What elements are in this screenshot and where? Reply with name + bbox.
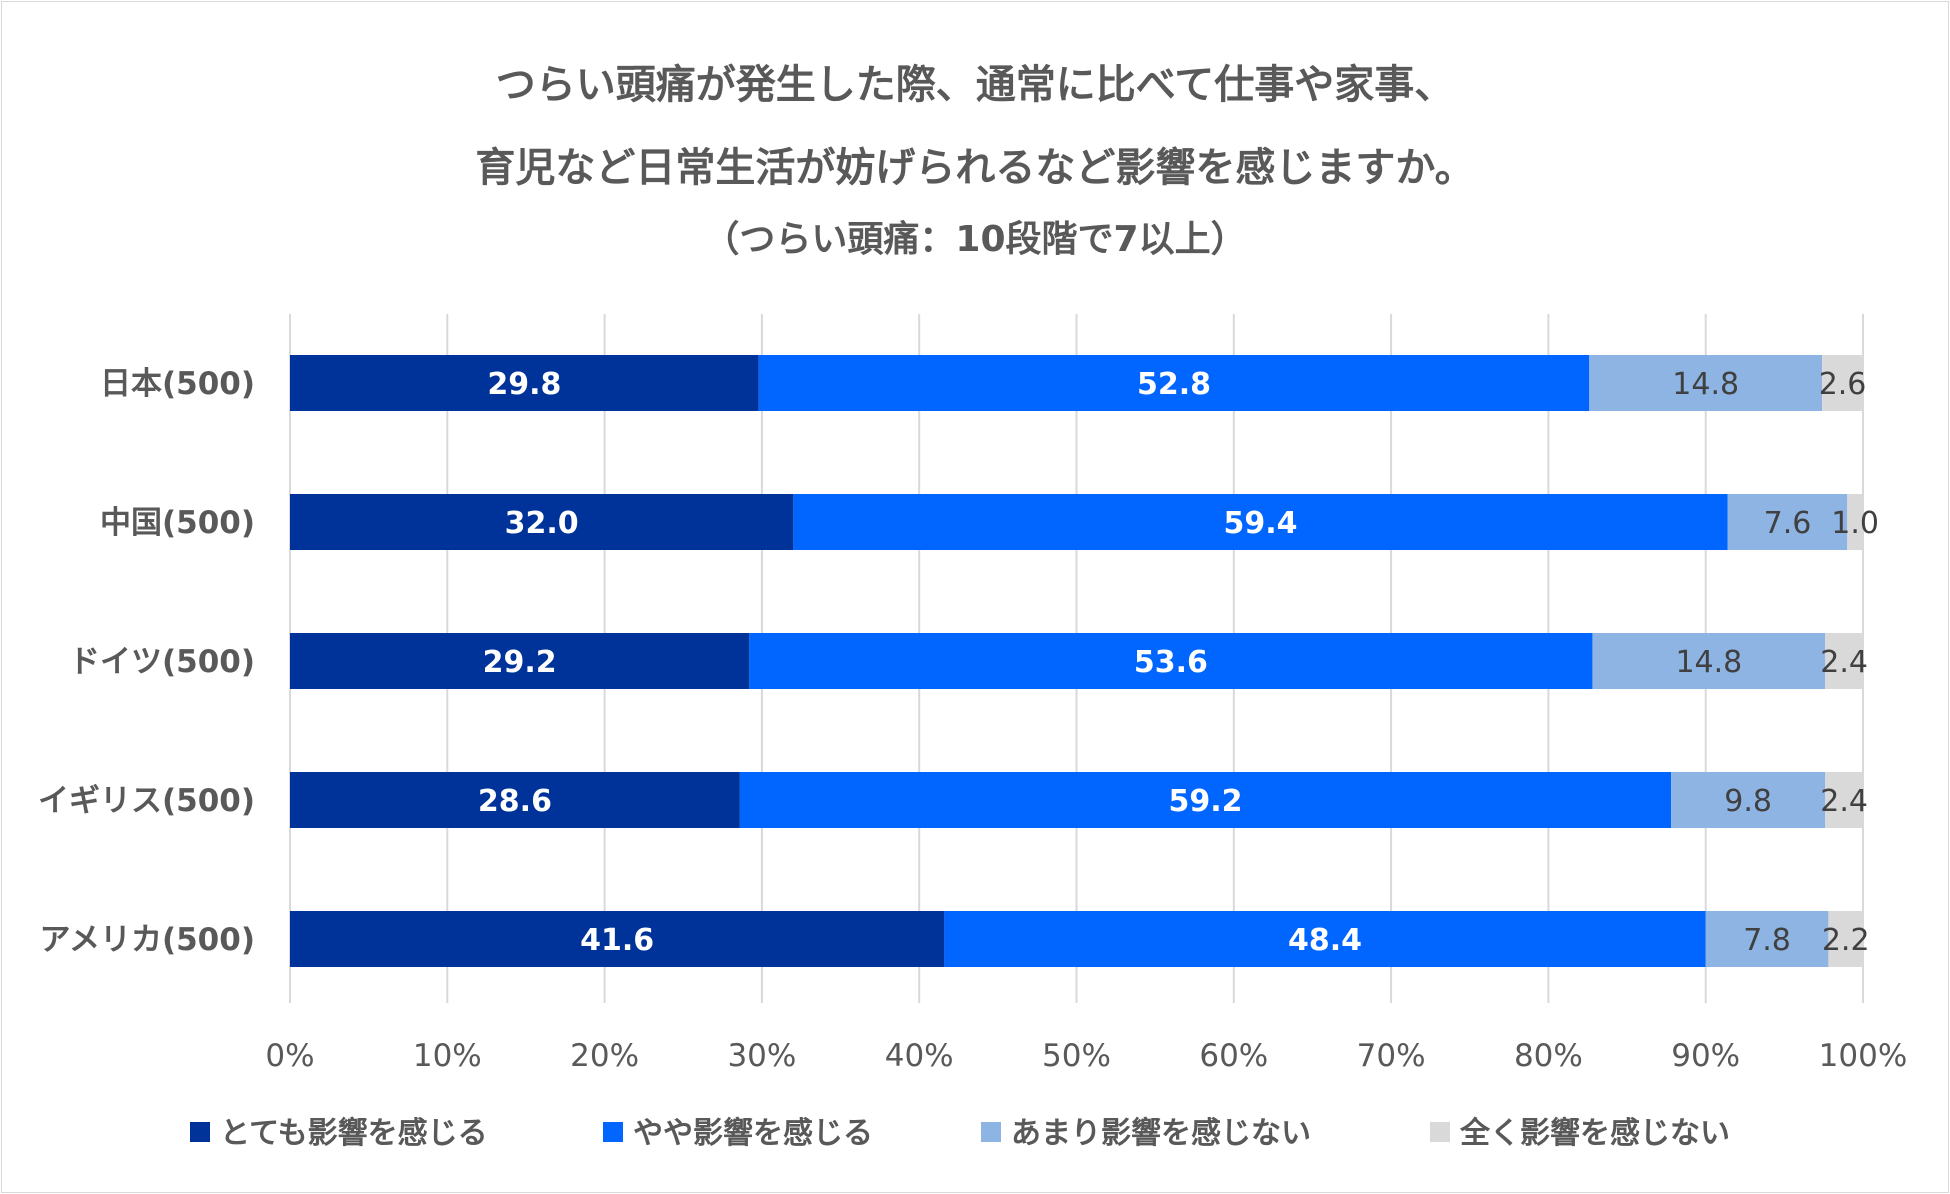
bar-segment	[290, 633, 750, 689]
x-tick-label: 30%	[727, 1038, 796, 1074]
category-label: ドイツ(500)	[69, 644, 255, 680]
bar-segment	[1822, 355, 1863, 411]
x-tick-label: 20%	[570, 1038, 639, 1074]
data-label: 9.8	[1724, 784, 1772, 819]
data-label: 29.8	[487, 367, 561, 402]
bar-segment	[1847, 494, 1863, 550]
legend-swatch	[1430, 1122, 1450, 1142]
bar-segment	[758, 355, 1590, 411]
legend-label: 全く影響を感じない	[1459, 1116, 1730, 1151]
bar-segment	[944, 911, 1706, 967]
data-label: 2.4	[1820, 645, 1868, 680]
x-tick-label: 40%	[885, 1038, 954, 1074]
legend-label: あまり影響を感じない	[1011, 1116, 1311, 1151]
data-label: 2.2	[1822, 923, 1870, 958]
bar-segment	[749, 633, 1593, 689]
chart-title-line-2: 育児など日常生活が妨げられるなど影響を感じますか。	[475, 145, 1475, 191]
bar-segment	[290, 494, 794, 550]
category-label: 日本(500)	[100, 366, 255, 402]
legend-label: とても影響を感じる	[220, 1116, 488, 1151]
legend-swatch	[603, 1122, 623, 1142]
bar-segment	[1592, 633, 1826, 689]
bar-segment	[1727, 494, 1848, 550]
bar-segment	[739, 772, 1672, 828]
x-tick-label: 60%	[1199, 1038, 1268, 1074]
data-label: 52.8	[1137, 367, 1211, 402]
x-tick-label: 80%	[1514, 1038, 1583, 1074]
data-label: 7.6	[1764, 506, 1812, 541]
category-label: イギリス(500)	[38, 783, 255, 819]
x-tick-label: 100%	[1819, 1038, 1908, 1074]
data-label: 2.4	[1820, 784, 1868, 819]
bar-segment	[1671, 772, 1826, 828]
data-label: 32.0	[505, 506, 579, 541]
x-tick-label: 70%	[1357, 1038, 1426, 1074]
category-label: アメリカ(500)	[40, 922, 256, 958]
bar-segment	[1589, 355, 1823, 411]
data-label: 41.6	[580, 923, 654, 958]
data-label: 28.6	[478, 784, 552, 819]
x-tick-label: 0%	[265, 1038, 314, 1074]
x-tick-label: 90%	[1671, 1038, 1740, 1074]
data-label: 14.8	[1675, 645, 1742, 680]
x-tick-label: 50%	[1042, 1038, 1111, 1074]
bar-segment	[290, 355, 759, 411]
bar-segment	[1828, 911, 1863, 967]
bar-segment	[793, 494, 1728, 550]
bar-segment	[1825, 772, 1863, 828]
x-tick-label: 10%	[413, 1038, 482, 1074]
category-label: 中国(500)	[100, 505, 255, 541]
data-label: 48.4	[1288, 923, 1362, 958]
data-label: 29.2	[483, 645, 557, 680]
data-label: 59.2	[1168, 784, 1242, 819]
data-label: 1.0	[1831, 506, 1879, 541]
legend-swatch	[981, 1122, 1001, 1142]
data-label: 59.4	[1224, 506, 1298, 541]
data-label: 7.8	[1743, 923, 1791, 958]
chart-subtitle: （つらい頭痛：10段階で7以上）	[703, 219, 1247, 260]
bar-segment	[290, 911, 945, 967]
bar-segment	[1825, 633, 1863, 689]
data-label: 53.6	[1134, 645, 1208, 680]
data-label: 14.8	[1672, 367, 1739, 402]
data-label: 2.6	[1819, 367, 1867, 402]
chart-title-line-1: つらい頭痛が発生した際、通常に比べて仕事や家事、	[495, 62, 1455, 108]
bar-segment	[290, 772, 740, 828]
bar-segment	[1705, 911, 1829, 967]
legend-label: やや影響を感じる	[633, 1116, 873, 1151]
legend-swatch	[190, 1122, 210, 1142]
